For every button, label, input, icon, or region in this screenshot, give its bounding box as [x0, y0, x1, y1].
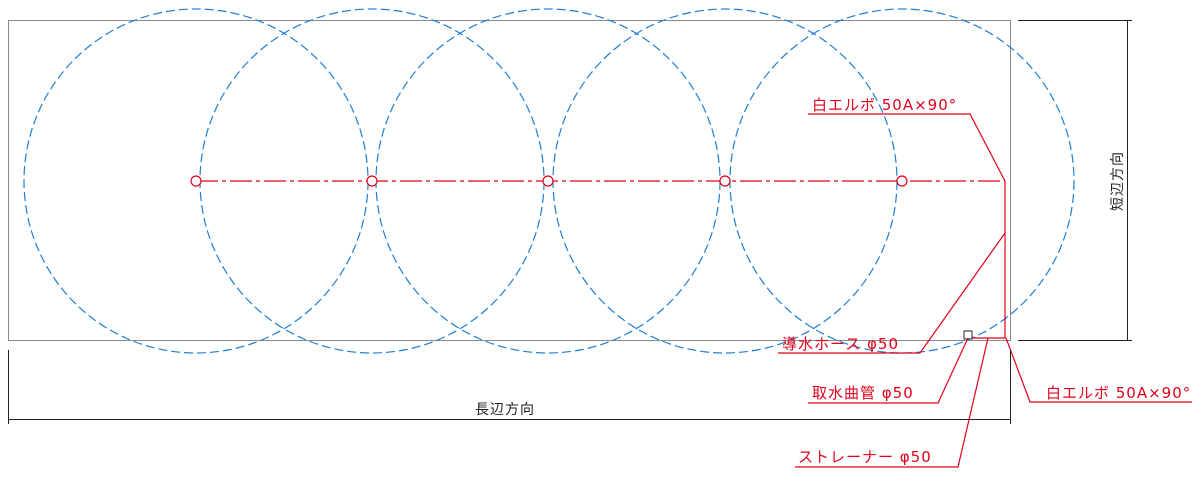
- short-side-label: 短辺方向: [1110, 151, 1126, 211]
- label-hose: 導水ホース φ50: [782, 335, 899, 353]
- leader-elbow-top: [808, 113, 1006, 182]
- label-elbow-top: 白エルボ 50A×90°: [812, 96, 957, 114]
- short-side-dimension: [1018, 20, 1132, 341]
- long-side-dimension: [8, 350, 1011, 424]
- leader-strainer: [795, 337, 989, 468]
- label-intake-bend: 取水曲管 φ50: [812, 384, 914, 402]
- nozzle-5: [896, 175, 908, 187]
- nozzles: [190, 175, 908, 187]
- pond-outline: [8, 20, 1011, 341]
- nozzle-1: [190, 175, 202, 187]
- long-side-label: 長辺方向: [475, 402, 535, 418]
- leader-lines: [778, 113, 1192, 468]
- leader-hose: [778, 232, 1006, 354]
- label-elbow-right: 白エルボ 50A×90°: [1046, 384, 1191, 402]
- leader-intake-bend: [808, 337, 969, 404]
- nozzle-3: [542, 175, 554, 187]
- strainer-symbol: [963, 330, 973, 340]
- pipe-network: [196, 180, 1006, 339]
- nozzle-2: [366, 175, 378, 187]
- label-strainer: ストレーナー φ50: [798, 448, 932, 466]
- nozzle-4: [719, 175, 731, 187]
- leader-elbow-right: [1005, 337, 1192, 403]
